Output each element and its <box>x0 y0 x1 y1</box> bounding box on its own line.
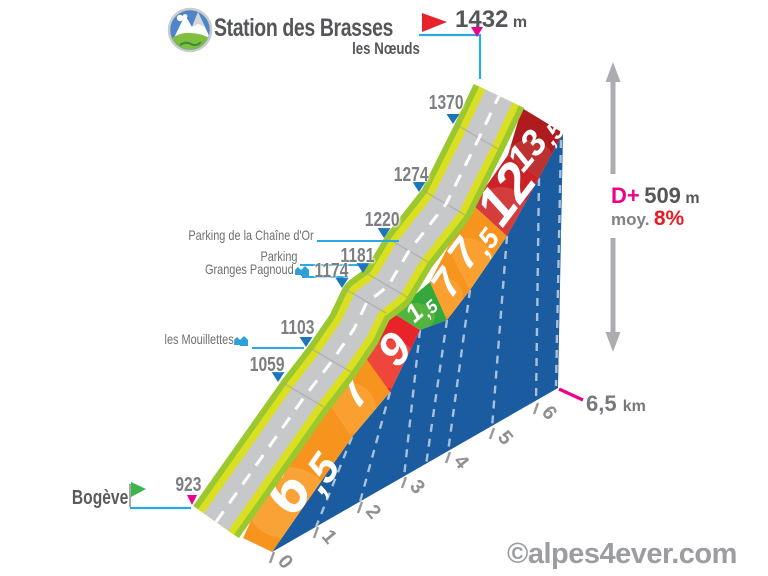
watermark: ©alpes4ever.com <box>507 538 737 570</box>
km-grid-lines <box>314 139 563 528</box>
elevation-label-1220: 1220 <box>364 209 399 231</box>
km-tick-2: 2 <box>361 501 385 524</box>
start-label: Bogève <box>71 487 128 509</box>
elevation-label-1103: 1103 <box>280 317 314 339</box>
elevation-label-1181: 1181 <box>340 245 374 267</box>
start-flag-icon <box>131 482 146 497</box>
average-gradient: moy. 8% <box>611 207 685 230</box>
page-subtitle: les Nœuds <box>352 39 420 58</box>
km-tick-6: 6 <box>537 402 561 425</box>
place-label-granges-pagnoud: Granges Pagnoud <box>205 261 294 277</box>
distance-pointer <box>558 387 584 402</box>
elevation-label-923: 923 <box>174 474 201 496</box>
start-marker <box>129 482 197 510</box>
houses-icon-mouillettes <box>234 336 248 346</box>
marker-1174-icon <box>335 278 349 288</box>
summit-elevation: 1432 m <box>455 6 528 33</box>
marker-1220-icon <box>377 228 391 238</box>
summit-arrow-icon <box>471 27 483 37</box>
elevation-label-1059: 1059 <box>249 354 284 376</box>
km-tick-4: 4 <box>449 451 474 474</box>
road <box>193 83 525 539</box>
place-leader-lines <box>252 240 399 349</box>
km-tick-3: 3 <box>405 476 429 499</box>
marker-1181-icon <box>356 263 370 273</box>
elevation-gain-arrow-icon <box>605 62 621 352</box>
km-tick-1: 1 <box>317 526 341 549</box>
mountain-logo <box>167 7 213 53</box>
elevation-label-1174: 1174 <box>314 260 348 282</box>
elevation-label-1370: 1370 <box>428 92 463 114</box>
page-title: Station des Brasses <box>214 14 394 42</box>
summit-flag-icon <box>422 13 447 32</box>
marker-1370-icon <box>446 114 460 124</box>
blue-face <box>272 133 563 552</box>
km-tick-5: 5 <box>493 427 517 450</box>
road-center-line <box>214 95 501 523</box>
start-arrow-icon <box>187 495 197 505</box>
waypoint-markers <box>271 114 460 382</box>
road-station-lines <box>282 124 499 408</box>
elevation-label-1274: 1274 <box>393 164 428 186</box>
summit-marker <box>419 13 483 79</box>
elevation-gain: D+ 509 m <box>611 183 700 208</box>
marker-1103-icon <box>299 337 313 347</box>
place-label-chaine-dor: Parking de la Chaîne d'Or <box>188 227 314 243</box>
gradient-segments <box>243 108 563 552</box>
place-label-mouillettes: les Mouillettes <box>164 331 234 347</box>
marker-1274-icon <box>412 182 426 192</box>
houses-icon-granges <box>295 266 309 276</box>
place-label-parking: Parking <box>259 248 297 264</box>
marker-1059-icon <box>271 372 285 382</box>
km-tick-0: 0 <box>273 551 297 574</box>
total-distance: 6,5 km <box>586 391 646 416</box>
